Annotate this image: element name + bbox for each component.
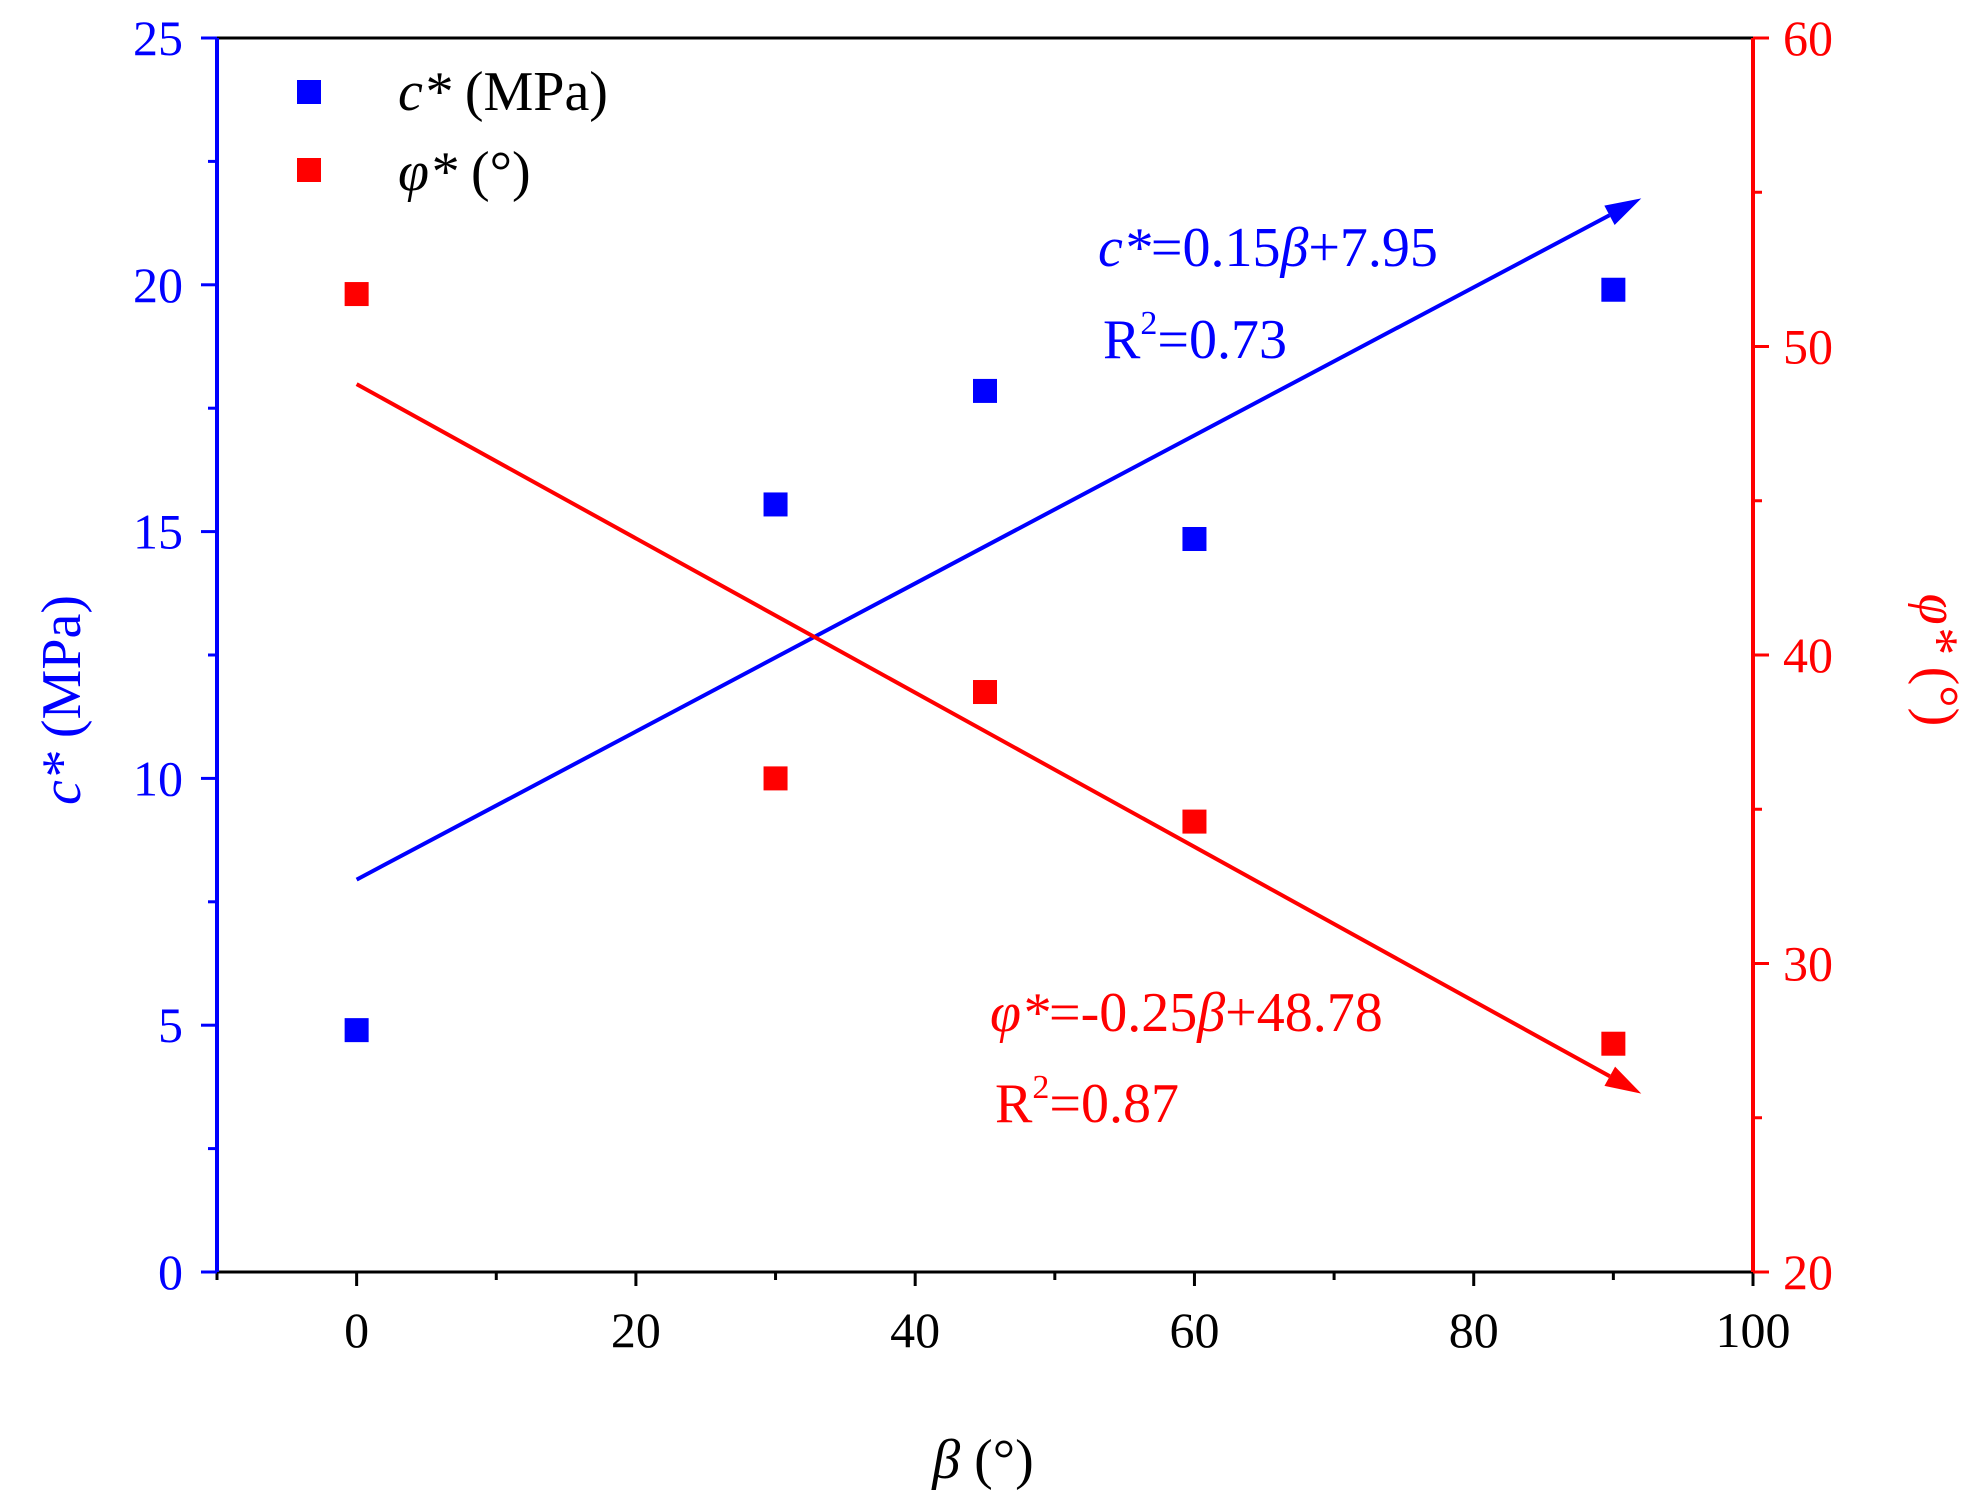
r2-c: R2=0.73 [1103, 305, 1287, 371]
data-point-c [1601, 277, 1626, 302]
legend: c* (MPa) φ* (°) [297, 61, 608, 203]
x-tick-label: 40 [890, 1302, 940, 1358]
data-point-c [763, 492, 788, 517]
data-point-phi [1182, 809, 1207, 834]
y-left-tick-label: 15 [133, 504, 183, 560]
legend-label-c: c* (MPa) [398, 61, 608, 123]
x-tick-label: 20 [611, 1302, 661, 1358]
fit-arrowhead-0 [1604, 198, 1642, 226]
y-right-tick-label: 60 [1783, 10, 1833, 66]
fit-arrowhead-1 [1604, 1066, 1642, 1094]
fit-line-0 [355, 213, 1611, 882]
legend-marker-c [297, 80, 321, 104]
data-point-phi [1601, 1031, 1626, 1056]
y-right-tick-label: 30 [1783, 936, 1833, 992]
x-tick-label: 80 [1449, 1302, 1499, 1358]
x-tick-label: 0 [344, 1302, 369, 1358]
legend-marker-phi [297, 158, 321, 182]
x-tick-label: 60 [1169, 1302, 1219, 1358]
y-left-tick-label: 0 [158, 1244, 183, 1300]
r2-phi: R2=0.87 [995, 1069, 1179, 1135]
data-point-phi [973, 680, 997, 705]
equation-phi: φ*=-0.25β+48.78 [990, 982, 1383, 1044]
x-tick-label: 100 [1716, 1302, 1791, 1358]
data-point-c [344, 1018, 369, 1043]
axes-layer: 0 20 40 60 80 100 0 5 10 15 20 25 20 30 40 50 60 [133, 10, 1833, 1358]
x-axis-title: β (°) [931, 1429, 1034, 1491]
y-right-tick-label: 40 [1783, 627, 1833, 683]
data-point-phi [344, 282, 369, 307]
y-right-axis-title: φ* (°) [1907, 594, 1967, 727]
y-left-tick-label: 10 [133, 750, 183, 806]
legend-label-phi: φ* (°) [398, 141, 531, 203]
y-left-tick-label: 5 [158, 997, 183, 1053]
y-right-tick-label: 50 [1783, 319, 1833, 375]
equation-c: c*=0.15β+7.95 [1098, 217, 1438, 279]
fit-line-1 [355, 382, 1611, 1079]
fit-lines [355, 198, 1642, 1094]
y-left-tick-label: 25 [133, 10, 183, 66]
data-point-c [973, 378, 997, 403]
annotation-c-fit: c*=0.15β+7.95 R2=0.73 [1098, 217, 1438, 371]
annotation-phi-fit: φ*=-0.25β+48.78 R2=0.87 [990, 982, 1383, 1135]
data-point-phi [763, 766, 788, 791]
data-points [344, 277, 1626, 1056]
data-point-c [1182, 527, 1207, 552]
y-left-tick-label: 20 [133, 257, 183, 313]
y-left-axis-title: c* (MPa) [31, 595, 93, 805]
y-right-tick-label: 20 [1783, 1244, 1833, 1300]
